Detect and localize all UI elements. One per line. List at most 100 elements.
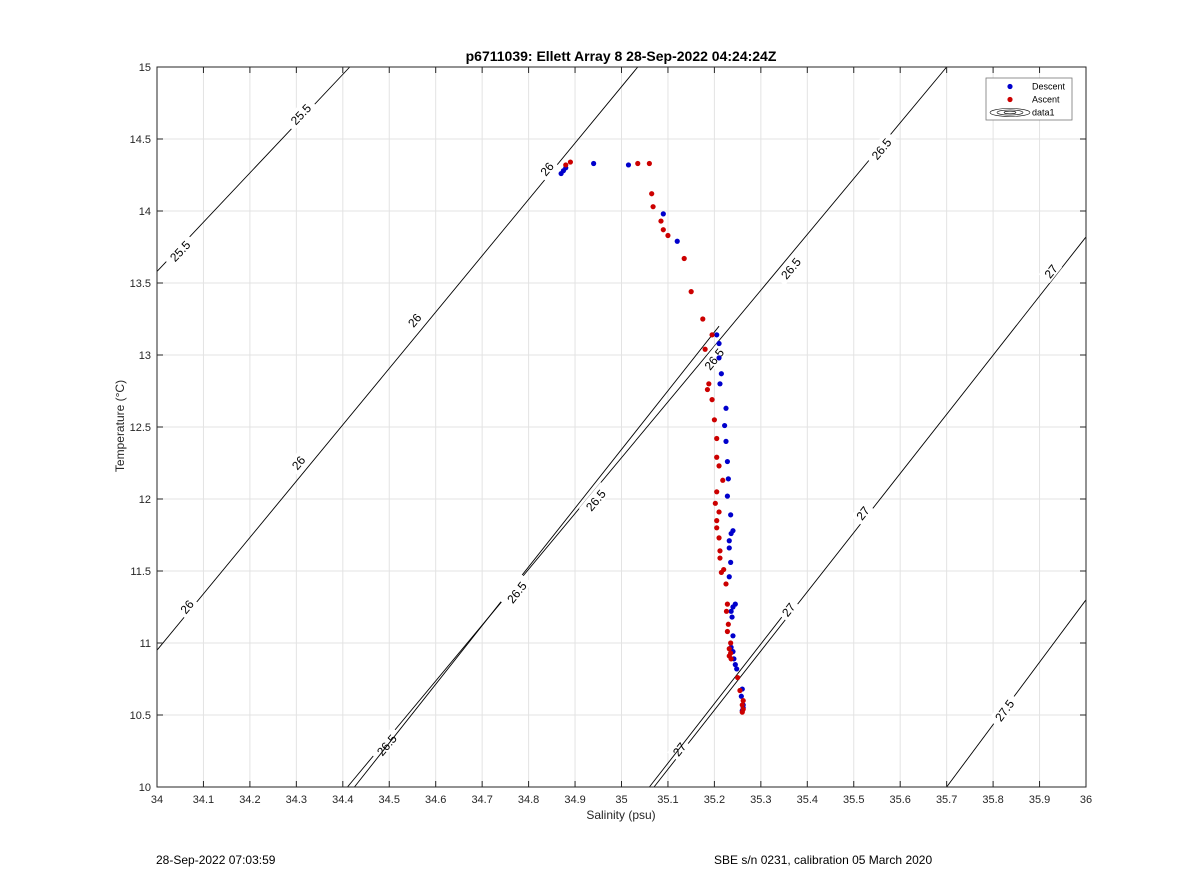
descent-point — [725, 476, 731, 482]
y-tick-label: 10 — [139, 782, 151, 794]
descent-point — [717, 381, 723, 387]
ascent-point — [709, 397, 715, 403]
chart-title: p6711039: Ellett Array 8 28-Sep-2022 04:… — [466, 48, 777, 64]
ascent-point — [714, 454, 720, 460]
ascent-point — [735, 674, 741, 681]
ascent-point — [702, 346, 708, 352]
ascent-point — [716, 509, 722, 515]
descent-point — [730, 604, 736, 610]
ascent-point — [726, 646, 732, 652]
x-tick-label: 34.6 — [425, 794, 446, 806]
isopycnal-label-group: 27 — [1038, 258, 1063, 284]
y-tick-label: 13.5 — [130, 278, 151, 290]
x-tick-label: 34.9 — [564, 794, 585, 806]
isopycnal-line — [354, 325, 720, 788]
descent-point — [660, 211, 666, 217]
ascent-point — [649, 191, 655, 197]
isopycnal-label-bg — [162, 233, 197, 268]
ascent-point — [728, 640, 734, 646]
x-tick-label: 35.4 — [797, 794, 818, 806]
legend-data1-label: data1 — [1032, 108, 1055, 118]
ascent-point — [704, 386, 711, 393]
ascent-point — [714, 435, 720, 442]
ascent-point — [646, 160, 652, 167]
ascent-point — [660, 227, 666, 233]
x-tick-label: 34 — [151, 794, 163, 806]
descent-point — [723, 405, 729, 411]
ascent-point — [717, 555, 723, 561]
descent-point — [714, 332, 720, 338]
x-tick-label: 34.4 — [332, 794, 353, 806]
ascent-point — [740, 698, 746, 704]
ascent-point — [737, 687, 743, 694]
descent-point — [716, 340, 722, 347]
descent-point — [726, 538, 732, 544]
ascent-point — [717, 548, 723, 554]
legend-box — [985, 77, 1073, 121]
isopycnal-label-bg — [864, 130, 898, 166]
legend-descent-label: Descent — [1032, 82, 1066, 92]
descent-point — [674, 238, 680, 244]
isopycnal-label-bg — [283, 96, 318, 132]
ascent-point — [724, 628, 731, 635]
isopycnal-label-bg — [534, 156, 559, 181]
x-axis-title: Salinity (psu) — [586, 808, 655, 822]
plot-axes: 34 34.1 34.2 34.3 34.4 34.5 34.6 34.7 34.8 34.9 35… — [130, 62, 1093, 806]
isopycnal-line — [347, 66, 947, 788]
isopycnal-label-bg — [578, 482, 612, 518]
ascent-point — [681, 255, 687, 262]
descent-point — [724, 493, 731, 499]
isopycnal-label-group: 27 — [850, 500, 874, 525]
ascent-point — [711, 417, 718, 423]
isopycnal-label-group: 26 — [402, 307, 426, 332]
ascent-point — [714, 489, 720, 495]
ascent-point — [739, 702, 745, 708]
footer-timestamp: 28-Sep-2022 07:03:59 — [156, 853, 276, 867]
ascent-point — [714, 518, 720, 524]
x-tick-label: 34.2 — [239, 794, 260, 806]
descent-point — [730, 633, 736, 639]
isopycnal-label-bg — [988, 692, 1020, 728]
x-tick-label: 35.5 — [843, 794, 864, 806]
ascent-point — [700, 316, 706, 322]
y-axis-title: Temperature (°C) — [113, 380, 127, 472]
isopycnal-label-group: 26 — [174, 594, 199, 619]
descent-point — [591, 160, 597, 167]
y-tick-label: 14 — [139, 206, 151, 218]
density-contours: 25.525.52626262626.526.526.526.526.526.5… — [156, 66, 1087, 788]
descent-point — [728, 512, 734, 518]
x-tick-label: 35.9 — [1029, 794, 1050, 806]
ascent-point — [714, 525, 720, 531]
isopycnal-label-bg — [369, 727, 403, 763]
descent-point — [732, 662, 738, 668]
ascent-point — [712, 500, 718, 506]
legend-ascent-label: Ascent — [1032, 95, 1060, 105]
ascent-point — [716, 463, 722, 469]
descent-point — [724, 458, 731, 465]
x-tick-label: 35.8 — [982, 794, 1003, 806]
isopycnal-label-bg — [850, 500, 874, 525]
y-tick-label: 11.5 — [130, 566, 151, 578]
isopycnal-line — [156, 66, 639, 651]
y-tick-label: 11 — [140, 638, 151, 650]
isopycnal-label-group: 27 — [776, 597, 800, 622]
isopycnal-label-bg — [402, 307, 426, 332]
ascent-point — [706, 381, 712, 387]
x-tick-label: 36 — [1080, 794, 1092, 806]
x-tick-label: 34.7 — [471, 794, 492, 806]
ascent-point — [723, 608, 730, 614]
ascent-point — [635, 160, 641, 167]
plot-grid — [156, 66, 1087, 788]
y-tick-label: 15 — [139, 62, 151, 74]
ascent-point — [720, 477, 726, 483]
x-tick-label: 35.2 — [704, 794, 725, 806]
x-tick-label: 35.3 — [750, 794, 771, 806]
isopycnal-label-group: 26 — [286, 450, 310, 475]
descent-point — [728, 559, 734, 565]
ascent-point — [728, 656, 734, 662]
descent-point — [734, 666, 740, 672]
descent-point — [625, 162, 632, 168]
isopycnal-line — [649, 613, 785, 788]
ascent-point — [688, 289, 694, 295]
